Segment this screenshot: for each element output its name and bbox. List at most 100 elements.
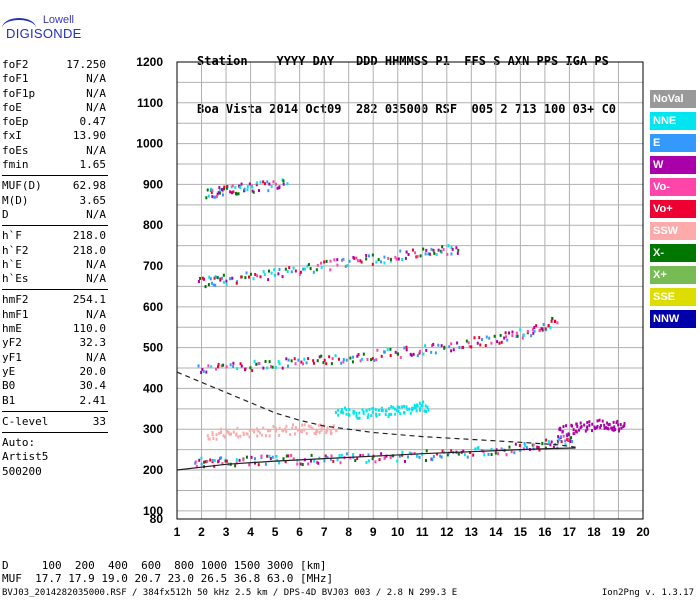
param-name: M(D)	[2, 193, 29, 207]
echo-point	[266, 366, 269, 370]
echo-point	[336, 263, 339, 267]
echo-point	[326, 455, 329, 459]
echo-point	[513, 451, 516, 455]
param-name: B1	[2, 393, 16, 407]
echo-point	[336, 458, 339, 462]
echo-point	[234, 464, 237, 468]
echo-point	[256, 274, 259, 278]
param-row: fmin 1.65	[2, 158, 108, 172]
echo-point	[285, 357, 288, 361]
echo-point	[256, 434, 259, 438]
echo-point	[339, 461, 342, 465]
echo-point	[210, 281, 213, 285]
param-value: N/A	[86, 350, 106, 364]
echo-point	[214, 283, 217, 287]
y-tick-label: 1200	[136, 55, 163, 69]
echo-point	[613, 425, 616, 429]
echo-point	[399, 412, 402, 416]
echo-point	[329, 259, 332, 263]
echo-point	[462, 345, 465, 349]
echo-point	[250, 455, 253, 459]
echo-point	[226, 429, 229, 433]
echo-point	[620, 426, 623, 430]
echo-point	[251, 185, 254, 189]
echo-point	[336, 258, 339, 262]
legend-item: E	[650, 134, 696, 152]
echo-point	[611, 428, 614, 432]
param-name: hmE	[2, 322, 22, 336]
echo-point	[473, 336, 476, 340]
echo-point	[545, 438, 548, 442]
echo-point	[401, 405, 404, 409]
echo-point	[431, 344, 434, 348]
echo-point	[220, 364, 223, 368]
echo-point	[405, 345, 408, 349]
echo-point	[377, 258, 380, 262]
echo-point	[282, 457, 285, 461]
echo-point	[221, 276, 224, 280]
echo-point	[329, 268, 332, 272]
echo-point	[298, 272, 301, 276]
echo-point	[229, 277, 232, 281]
echo-point	[544, 446, 547, 450]
echo-point	[263, 273, 266, 277]
echo-point	[377, 408, 380, 412]
echo-point	[320, 426, 323, 430]
echo-point	[316, 359, 319, 363]
echo-point	[586, 425, 589, 429]
echo-point	[356, 259, 359, 263]
echo-point	[389, 347, 392, 351]
echo-point	[484, 344, 487, 348]
echo-point	[352, 452, 355, 456]
x-tick-label: 3	[223, 525, 230, 539]
echo-point	[457, 248, 460, 252]
echo-point	[434, 351, 437, 355]
echo-point	[409, 411, 412, 415]
param-row: foF1 N/A	[2, 72, 108, 86]
echo-point	[508, 445, 511, 449]
echo-point	[450, 342, 453, 346]
echo-point	[389, 257, 392, 261]
echo-point	[535, 324, 538, 328]
echo-point	[619, 423, 622, 427]
echo-point	[262, 366, 265, 370]
echo-point	[210, 191, 213, 195]
echo-point	[210, 365, 213, 369]
echo-point	[217, 362, 220, 366]
echo-point	[383, 255, 386, 259]
echo-point	[248, 428, 251, 432]
echo-point	[355, 414, 358, 418]
echo-point	[240, 275, 243, 279]
echo-point	[567, 437, 570, 441]
echo-point	[606, 421, 609, 425]
legend-item: SSW	[650, 222, 696, 240]
echo-point	[386, 347, 389, 351]
echo-point	[230, 191, 233, 195]
echo-point	[435, 253, 438, 257]
param-row: yE 20.0	[2, 365, 108, 379]
echo-point	[255, 362, 258, 366]
echo-point	[225, 459, 228, 463]
echo-point	[303, 428, 306, 432]
echo-point	[481, 338, 484, 342]
echo-point	[292, 266, 295, 270]
echo-point	[252, 277, 255, 281]
echo-point	[245, 455, 248, 459]
echo-point	[218, 188, 221, 192]
echo-point	[223, 187, 226, 191]
echo-point	[551, 316, 554, 320]
echo-point	[287, 364, 290, 368]
echo-point	[262, 426, 265, 430]
echo-point	[441, 449, 444, 453]
param-value: 17.250	[66, 58, 106, 71]
echo-point	[338, 454, 341, 458]
echo-point	[584, 429, 587, 433]
echo-point	[414, 251, 417, 255]
profile-solid-line	[176, 447, 576, 471]
param-row: MUF(D) 62.98	[2, 179, 108, 193]
echo-point	[367, 413, 370, 417]
digisonde-logo: Lowell DIGISONDE	[2, 6, 112, 48]
echo-point	[440, 250, 443, 254]
echo-point	[608, 422, 611, 426]
echo-point	[262, 180, 265, 184]
